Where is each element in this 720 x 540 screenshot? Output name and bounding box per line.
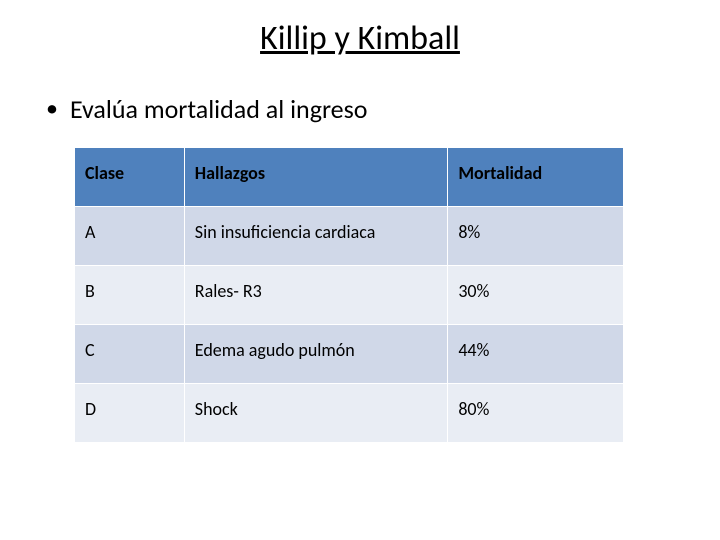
bullet-icon: •	[46, 97, 58, 121]
cell-clase: B	[75, 266, 185, 325]
cell-mortalidad: 80%	[448, 384, 624, 443]
cell-mortalidad: 44%	[448, 325, 624, 384]
table-row: A Sin insuficiencia cardiaca 8%	[75, 207, 624, 266]
table-row: D Shock 80%	[75, 384, 624, 443]
col-header-hallazgos: Hallazgos	[184, 148, 448, 207]
cell-clase: C	[75, 325, 185, 384]
table-row: C Edema agudo pulmón 44%	[75, 325, 624, 384]
cell-clase: D	[75, 384, 185, 443]
killip-table: Clase Hallazgos Mortalidad A Sin insufic…	[74, 147, 624, 443]
col-header-clase: Clase	[75, 148, 185, 207]
cell-clase: A	[75, 207, 185, 266]
col-header-mortalidad: Mortalidad	[448, 148, 624, 207]
bullet-row: • Evalúa mortalidad al ingreso	[40, 93, 680, 125]
slide: Killip y Kimball • Evalúa mortalidad al …	[0, 0, 720, 540]
table-header-row: Clase Hallazgos Mortalidad	[75, 148, 624, 207]
cell-hallazgos: Shock	[184, 384, 448, 443]
cell-mortalidad: 8%	[448, 207, 624, 266]
page-title: Killip y Kimball	[40, 18, 680, 59]
table-row: B Rales- R3 30%	[75, 266, 624, 325]
cell-mortalidad: 30%	[448, 266, 624, 325]
table-container: Clase Hallazgos Mortalidad A Sin insufic…	[40, 147, 680, 443]
cell-hallazgos: Rales- R3	[184, 266, 448, 325]
cell-hallazgos: Edema agudo pulmón	[184, 325, 448, 384]
cell-hallazgos: Sin insuficiencia cardiaca	[184, 207, 448, 266]
bullet-text: Evalúa mortalidad al ingreso	[70, 93, 368, 125]
